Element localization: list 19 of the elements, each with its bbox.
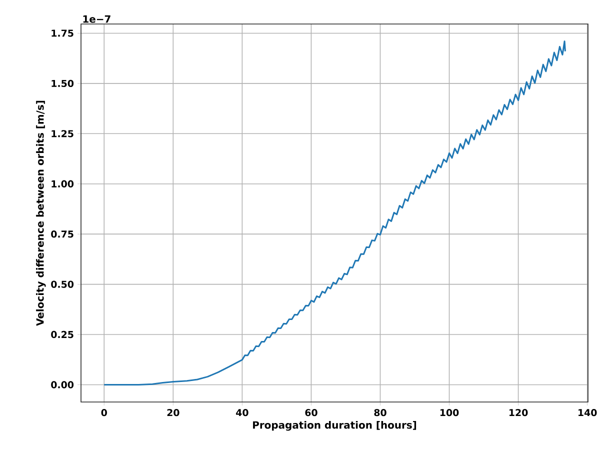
y-tick-label: 1.50 [52,80,74,88]
x-tick-label: 60 [305,409,318,416]
y-tick-label: 1.00 [52,180,74,188]
x-tick-label: 100 [440,409,459,416]
x-tick-label: 120 [509,409,528,416]
x-axis-title: Propagation duration [hours] [253,421,416,431]
y-tick-label: 0.00 [51,381,74,388]
x-tick-label: 20 [167,409,180,416]
text: 1e−7 [83,15,110,23]
y-tick-label: 1.25 [52,130,74,138]
x-tick-label: 80 [374,409,386,416]
y-tick-label: 1.75 [52,30,74,37]
x-tick-label: 140 [578,409,597,416]
y-tick-label: 0.75 [51,230,74,238]
x-tick-label: 0 [101,409,107,416]
y-tick-label: 0.50 [51,280,74,288]
y-tick-label: 0.25 [51,330,74,338]
y-axis-title: Velocity difference between orbits [m/s] [36,100,46,326]
x-tick-label: 40 [236,409,248,416]
